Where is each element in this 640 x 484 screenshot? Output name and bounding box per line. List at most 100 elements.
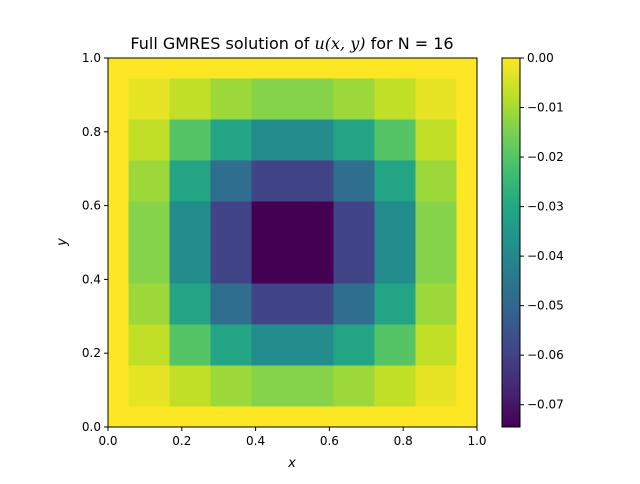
heatmap-cell (436, 201, 457, 223)
heatmap-cell (374, 345, 396, 366)
heatmap-cell (231, 242, 252, 264)
heatmap-cell (190, 345, 211, 366)
heatmap-cell (395, 324, 416, 346)
heatmap-cell (108, 160, 129, 182)
heatmap-cell (292, 242, 314, 264)
heatmap-cell (190, 160, 211, 182)
colorbar-tick-label: −0.03 (527, 200, 564, 214)
heatmap-cell (333, 406, 355, 428)
heatmap-cell (190, 222, 211, 243)
colorbar-tick-label: −0.05 (527, 299, 564, 313)
y-tick-label: 0.8 (82, 125, 101, 139)
heatmap-cell (354, 324, 375, 346)
heatmap-cell (251, 365, 273, 387)
heatmap-cell (251, 263, 273, 284)
heatmap-cell (108, 406, 129, 428)
heatmap-cell (169, 58, 191, 79)
heatmap-cell (149, 140, 170, 161)
heatmap-cell (354, 222, 375, 243)
heatmap-cell (251, 58, 273, 79)
heatmap-cell (231, 99, 252, 120)
heatmap-cell (395, 99, 416, 120)
heatmap-cell (456, 324, 478, 346)
heatmap-cell (169, 304, 191, 325)
heatmap-cell (313, 140, 334, 161)
heatmap-cell (313, 263, 334, 284)
heatmap-cell (354, 119, 375, 141)
heatmap-cell (415, 201, 437, 223)
heatmap-cell (210, 345, 232, 366)
heatmap-cell (149, 386, 170, 407)
chart-title-math: u(x, y) (314, 34, 365, 53)
heatmap-cell (292, 324, 314, 346)
heatmap-cell (436, 324, 457, 346)
heatmap-cell (128, 304, 150, 325)
heatmap-cell (149, 160, 170, 182)
heatmap-cell (128, 283, 150, 305)
heatmap-cell (149, 283, 170, 305)
x-tick-label: 0.8 (394, 434, 413, 448)
heatmap-cell (415, 140, 437, 161)
heatmap-cell (456, 181, 478, 202)
heatmap-cell (313, 304, 334, 325)
heatmap-cell (108, 201, 129, 223)
heatmap-cell (272, 140, 293, 161)
heatmap-cell (354, 386, 375, 407)
colorbar-tick-label: −0.06 (527, 348, 564, 362)
heatmap-cell (210, 365, 232, 387)
colorbar-axis: 0.00 −0.01 −0.02 −0.03 −0.04 −0.05 −0.06 −0.07 (520, 51, 564, 412)
heatmap-cell (149, 78, 170, 100)
heatmap-cell (456, 242, 478, 264)
heatmap-cell (190, 283, 211, 305)
heatmap-cell (333, 263, 355, 284)
heatmap-cell (292, 99, 314, 120)
heatmap-cell (374, 263, 396, 284)
heatmap-cell (272, 181, 293, 202)
heatmap-cell (169, 201, 191, 223)
heatmap-cell (210, 78, 232, 100)
heatmap-cell (333, 365, 355, 387)
heatmap-cell (210, 201, 232, 223)
heatmap-cell (456, 406, 478, 428)
heatmap-cell (190, 58, 211, 79)
heatmap-cell (169, 242, 191, 264)
heatmap-cell (169, 99, 191, 120)
heatmap-cell (251, 386, 273, 407)
heatmap-cell (149, 406, 170, 428)
heatmap-cell (333, 304, 355, 325)
heatmap-cell (292, 365, 314, 387)
heatmap-cell (272, 222, 293, 243)
heatmap-cell (354, 406, 375, 428)
heatmap-cell (292, 406, 314, 428)
heatmap-cell (190, 99, 211, 120)
heatmap-cell (456, 304, 478, 325)
heatmap-cell (292, 78, 314, 100)
chart-title-suffix: for N = 16 (366, 34, 454, 53)
heatmap-cell (395, 160, 416, 182)
heatmap-cell (149, 222, 170, 243)
heatmap-cell (169, 324, 191, 346)
heatmap-cell (108, 304, 129, 325)
heatmap-cell (395, 181, 416, 202)
heatmap-cell (272, 242, 293, 264)
heatmap-cell (374, 406, 396, 428)
heatmap-cell (210, 160, 232, 182)
heatmap-cell (313, 386, 334, 407)
heatmap-cell (128, 324, 150, 346)
heatmap-cell (313, 58, 334, 79)
heatmap-cell (272, 283, 293, 305)
heatmap-cell (251, 304, 273, 325)
colorbar-tick-label: 0.00 (527, 51, 554, 65)
heatmap-cell (169, 345, 191, 366)
heatmap-cell (108, 99, 129, 120)
heatmap-cell (436, 365, 457, 387)
heatmap-cell (415, 160, 437, 182)
heatmap-cell (333, 58, 355, 79)
heatmap-cell (149, 263, 170, 284)
heatmap-cell (231, 406, 252, 428)
heatmap-cell (374, 119, 396, 141)
heatmap-cell (128, 181, 150, 202)
heatmap-cell (374, 365, 396, 387)
y-tick-label: 0.6 (82, 199, 101, 213)
